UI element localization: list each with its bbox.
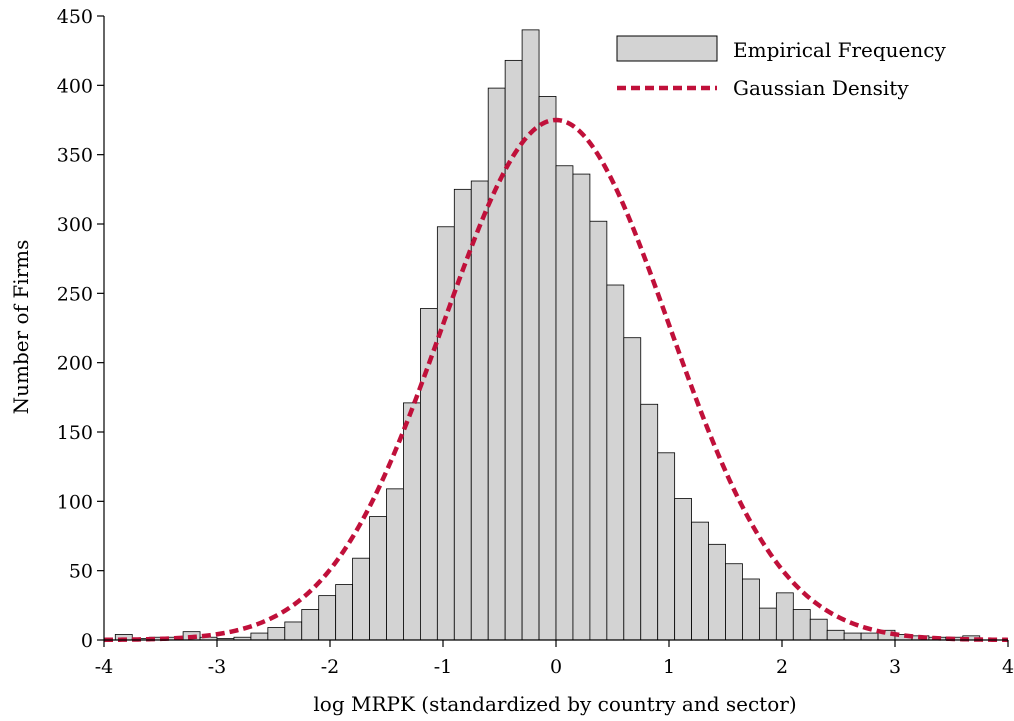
y-axis-label: Number of Firms: [9, 240, 33, 415]
histogram-bar: [725, 563, 743, 641]
histogram-bar: [775, 592, 794, 641]
legend-label-gaussian: Gaussian Density: [733, 76, 909, 100]
y-tick-label: 300: [57, 214, 93, 236]
y-tick-label: 450: [57, 6, 93, 28]
y-tick-label: 400: [57, 75, 93, 97]
histogram-bar: [809, 618, 828, 641]
histogram-bar: [369, 516, 387, 641]
x-tick-label: 2: [776, 656, 788, 678]
y-tick-label: 100: [57, 491, 93, 513]
y-tick-label: 350: [57, 145, 93, 167]
histogram-bar: [742, 578, 760, 641]
histogram-bar: [267, 627, 286, 641]
histogram-bar: [657, 452, 676, 641]
histogram-bar: [470, 180, 489, 641]
tick-marks: 0 50 100 150 200 250 300 350 400 450 -4 -3 -2 -1 0 1 2 3 4: [57, 6, 1014, 678]
histogram-bars: [114, 29, 981, 641]
histogram-bar: [589, 220, 608, 641]
histogram-bar: [538, 96, 557, 641]
histogram-bar: [386, 488, 404, 641]
legend-label-empirical: Empirical Frequency: [733, 38, 946, 62]
legend: Empirical Frequency Gaussian Density: [616, 35, 946, 100]
histogram-bar: [403, 402, 421, 641]
y-tick-label: 50: [69, 561, 93, 583]
histogram-bar: [487, 87, 506, 641]
histogram-bar: [860, 632, 879, 641]
x-tick-label: 3: [889, 656, 901, 678]
x-tick-label: 0: [550, 656, 562, 678]
x-tick-label: -4: [95, 656, 114, 678]
x-tick-label: -2: [321, 656, 340, 678]
x-axis-label: log MRPK (standardized by country and se…: [313, 692, 796, 716]
histogram-bar: [792, 609, 811, 641]
x-tick-label: -1: [434, 656, 453, 678]
x-tick-label: -3: [208, 656, 227, 678]
histogram-bar: [521, 29, 540, 641]
histogram-bar: [301, 609, 320, 641]
histogram-bar: [708, 543, 726, 641]
histogram-bar: [318, 595, 337, 641]
gaussian-density-line: [103, 117, 1009, 643]
histogram-bar: [674, 498, 693, 641]
histogram-bar: [826, 629, 845, 641]
histogram-bar: [555, 165, 574, 641]
histogram-bar: [504, 59, 523, 641]
histogram-bar: [691, 521, 709, 641]
histogram-bar: [759, 607, 777, 641]
histogram-bar: [572, 173, 591, 641]
y-tick-label: 200: [57, 353, 93, 375]
histogram-bar: [623, 337, 642, 641]
y-tick-label: 150: [57, 422, 93, 444]
y-tick-label: 0: [81, 630, 93, 652]
histogram-bar: [250, 632, 269, 641]
legend-swatch-empirical: [616, 35, 718, 62]
x-tick-label: 4: [1002, 656, 1014, 678]
histogram-bar: [284, 621, 303, 641]
histogram-bar: [352, 557, 370, 641]
y-tick-label: 250: [57, 283, 93, 305]
histogram-bar: [606, 284, 625, 641]
histogram-bar: [640, 403, 659, 641]
histogram-bar: [436, 226, 455, 641]
histogram-bar: [843, 632, 862, 641]
x-tick-label: 1: [663, 656, 675, 678]
histogram-bar: [335, 584, 353, 641]
